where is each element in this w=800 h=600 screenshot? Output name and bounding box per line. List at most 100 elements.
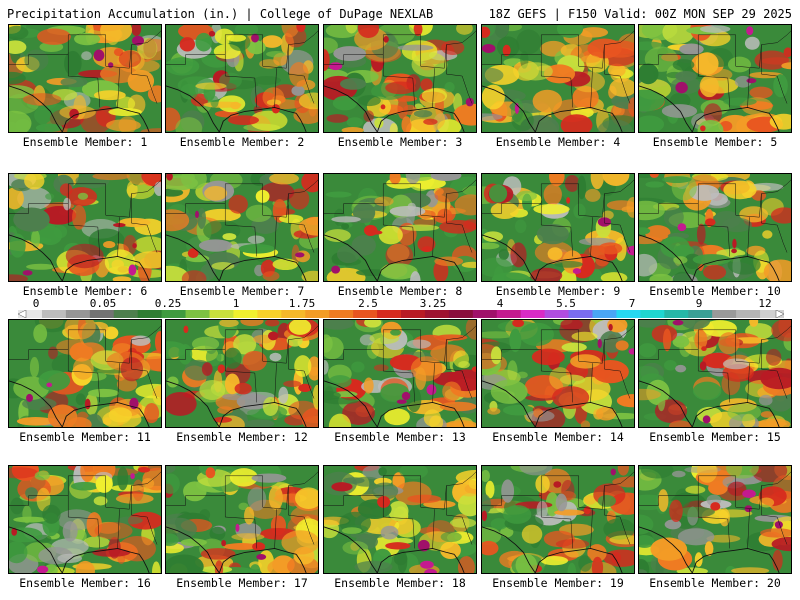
precip-cell xyxy=(771,320,791,342)
precip-cell xyxy=(596,406,617,421)
ensemble-member-map xyxy=(638,465,792,574)
precip-cell xyxy=(245,204,272,223)
precip-cell xyxy=(74,32,101,46)
ensemble-member-label: Ensemble Member: 19 xyxy=(492,576,624,590)
precip-cell xyxy=(662,25,695,45)
precip-core xyxy=(93,49,105,62)
precip-cell xyxy=(771,536,791,552)
state-border xyxy=(147,325,161,338)
state-border xyxy=(254,518,258,549)
precip-cell xyxy=(245,419,275,427)
precip-cell xyxy=(580,55,601,63)
precip-cell xyxy=(406,387,422,413)
precip-cell xyxy=(166,188,184,197)
precip-cell xyxy=(324,49,330,72)
precip-cell xyxy=(13,207,50,232)
precip-core xyxy=(195,210,199,219)
precip-cell xyxy=(17,186,52,210)
precip-cell xyxy=(430,174,462,181)
precip-cell xyxy=(77,192,89,200)
colorbar-swatch xyxy=(401,310,426,318)
precip-cell xyxy=(283,380,302,388)
precip-cell xyxy=(603,518,634,540)
colorbar-swatch xyxy=(664,310,689,318)
precip-cell xyxy=(342,540,369,555)
precip-cell xyxy=(9,527,43,543)
state-border xyxy=(9,495,29,506)
precip-cell xyxy=(16,416,55,426)
precip-cell xyxy=(127,69,155,93)
ensemble-member-label: Ensemble Member: 13 xyxy=(334,430,466,444)
precip-core xyxy=(627,245,634,256)
precip-cell xyxy=(501,479,515,503)
precip-cell xyxy=(516,190,537,201)
precip-cell xyxy=(461,261,476,269)
precip-map xyxy=(9,466,161,573)
colorbar-tick-label: 7 xyxy=(628,297,636,310)
coastline xyxy=(218,548,297,573)
precip-cell xyxy=(249,564,261,573)
precip-cell xyxy=(26,263,56,270)
colorbar-swatch xyxy=(41,310,67,318)
precip-cell xyxy=(289,188,310,210)
state-border xyxy=(117,68,120,108)
state-border xyxy=(482,203,502,214)
precip-cell xyxy=(92,174,130,181)
precip-core xyxy=(512,320,525,328)
precip-core xyxy=(69,108,79,119)
precip-cell xyxy=(374,117,384,129)
precip-map xyxy=(166,320,318,427)
precip-cell xyxy=(222,233,237,241)
precip-cell xyxy=(685,485,706,494)
precip-cell xyxy=(760,411,774,418)
precip-cell xyxy=(298,216,318,236)
coastline xyxy=(482,85,536,132)
precip-core xyxy=(252,542,266,552)
precip-cell xyxy=(567,562,577,573)
precip-cell xyxy=(378,467,387,476)
state-border xyxy=(461,224,473,253)
colorbar-tick-label: 0.05 xyxy=(89,297,117,310)
precip-cell xyxy=(59,183,73,196)
precip-cell xyxy=(549,174,565,187)
precip-map xyxy=(166,174,318,281)
precip-cell xyxy=(639,89,665,112)
precip-cell xyxy=(503,505,532,524)
state-border xyxy=(382,329,421,350)
precip-cell xyxy=(490,346,502,365)
colorbar-swatch xyxy=(353,310,378,318)
precip-cell xyxy=(328,413,352,427)
precip-cell xyxy=(324,37,338,54)
precip-cell xyxy=(373,364,389,372)
state-border xyxy=(67,475,106,496)
state-border xyxy=(262,34,305,69)
coastline xyxy=(611,554,623,573)
state-border xyxy=(761,339,778,372)
state-border xyxy=(28,495,98,520)
state-border xyxy=(590,68,593,108)
precip-cell xyxy=(379,263,418,280)
precip-cell xyxy=(482,331,516,339)
coastline xyxy=(324,380,378,427)
precip-cell xyxy=(234,382,252,395)
ensemble-member-map xyxy=(8,24,162,133)
precip-cell xyxy=(236,393,271,410)
precip-cell xyxy=(288,400,318,420)
precip-cell xyxy=(346,117,364,128)
precip-cell xyxy=(609,535,634,545)
precip-cell xyxy=(781,62,791,70)
precip-cell xyxy=(749,182,784,191)
precip-cell xyxy=(166,554,204,573)
state-border xyxy=(147,179,161,192)
ensemble-member-label: Ensemble Member: 6 xyxy=(22,284,148,298)
state-border xyxy=(620,325,634,338)
precip-core xyxy=(396,399,407,404)
precip-core xyxy=(329,62,343,71)
precip-cell xyxy=(298,92,318,110)
precip-cell xyxy=(571,331,598,342)
precip-core xyxy=(420,560,434,569)
precip-core xyxy=(572,268,582,275)
state-border xyxy=(735,329,778,364)
precip-cell xyxy=(262,271,280,281)
state-border xyxy=(67,329,106,350)
